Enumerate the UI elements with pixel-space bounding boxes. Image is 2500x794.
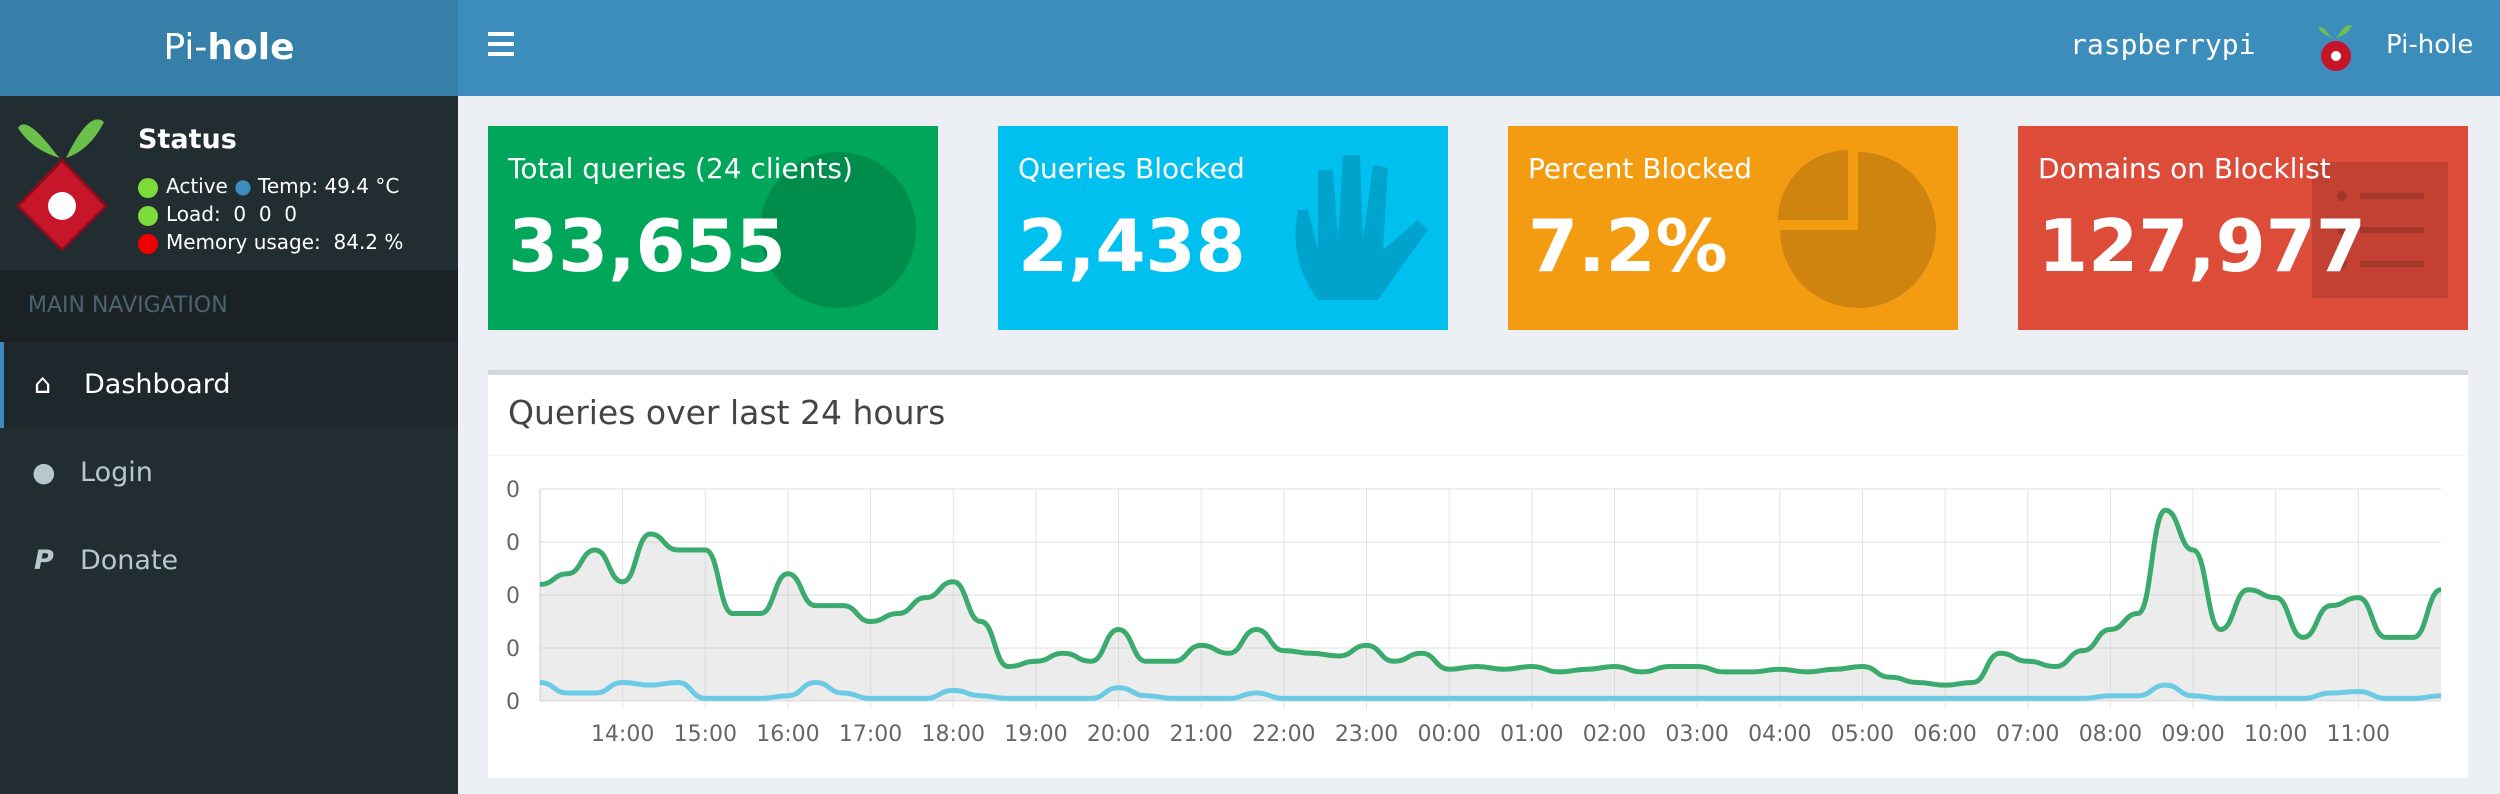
- stat-box: Percent Blocked 7.2%: [1508, 126, 1958, 330]
- status-line: Active ● Temp: 49.4 °C: [138, 174, 399, 198]
- load-line: Load: 0 0 0: [138, 202, 297, 226]
- stat-title: Percent Blocked: [1528, 152, 1752, 185]
- user-name[interactable]: Pi-hole: [2386, 30, 2474, 60]
- x-tick-label: 19:00: [1004, 722, 1067, 747]
- x-tick-label: 14:00: [591, 722, 654, 747]
- brand-bold: hole: [207, 27, 295, 68]
- memory: Memory usage: 84.2 %: [166, 230, 404, 254]
- x-tick-label: 17:00: [839, 722, 902, 747]
- x-tick-label: 23:00: [1335, 722, 1398, 747]
- nav-header: MAIN NAVIGATION: [0, 270, 458, 342]
- x-tick-label: 10:00: [2244, 722, 2307, 747]
- x-tick-label: 22:00: [1252, 722, 1315, 747]
- stat-value: 7.2%: [1528, 204, 1728, 288]
- x-tick-label: 16:00: [756, 722, 819, 747]
- y-tick-label: 0: [506, 584, 520, 609]
- stat-box: Queries Blocked 2,438: [998, 126, 1448, 330]
- x-tick-label: 20:00: [1087, 722, 1150, 747]
- line: [539, 507, 2442, 688]
- stat-value: 33,655: [508, 204, 786, 288]
- stat-box: Total queries (24 clients) 33,655: [488, 126, 938, 330]
- x-tick-label: 21:00: [1170, 722, 1233, 747]
- pie-icon: [1778, 150, 1936, 308]
- stat-title: Domains on Blocklist: [2038, 152, 2331, 185]
- x-tick-label: 15:00: [674, 722, 737, 747]
- hand-icon: [1295, 155, 1428, 300]
- pihole-logo: [16, 119, 109, 250]
- x-tick-label: 00:00: [1417, 722, 1480, 747]
- brand[interactable]: Pi-hole: [0, 0, 458, 96]
- nav-item[interactable]: P Donate: [34, 545, 179, 576]
- user-logo: [2318, 25, 2352, 71]
- stat-title: Total queries (24 clients): [508, 152, 853, 185]
- x-tick-label: 02:00: [1583, 722, 1646, 747]
- top-bar: raspberrypi Pi-hole: [458, 0, 2500, 96]
- x-tick-label: 09:00: [2161, 722, 2224, 747]
- divider: [488, 455, 2468, 456]
- x-tick-label: 01:00: [1500, 722, 1563, 747]
- stat-title: Queries Blocked: [1018, 152, 1245, 185]
- list-icon: [2312, 162, 2448, 298]
- chart-box: Queries over last 24 hours: [488, 370, 2468, 778]
- hostname: raspberrypi: [2070, 28, 2256, 61]
- x-tick-label: 18:00: [922, 722, 985, 747]
- y-tick-label: 0: [506, 478, 520, 503]
- y-tick-label: 0: [506, 637, 520, 662]
- globe-icon: [760, 152, 916, 308]
- x-tick-label: 08:00: [2079, 722, 2142, 747]
- x-tick-label: 11:00: [2327, 722, 2390, 747]
- stat-box: Domains on Blocklist 127,977: [2018, 126, 2468, 330]
- menu-toggle[interactable]: [488, 32, 516, 58]
- memory-line: Memory usage: 84.2 %: [138, 230, 403, 254]
- stat-value: 127,977: [2038, 204, 2366, 288]
- nav-item[interactable]: ● Login: [32, 457, 153, 488]
- nav-item[interactable]: ⌂ Dashboard: [0, 342, 458, 428]
- y-tick-label: 0: [506, 531, 520, 556]
- nav-label: Donate: [80, 545, 179, 576]
- temp: Temp: 49.4 °C: [258, 174, 400, 198]
- x-tick-label: 05:00: [1831, 722, 1894, 747]
- area: [540, 510, 2441, 701]
- x-tick-label: 03:00: [1665, 722, 1728, 747]
- x-tick-label: 06:00: [1913, 722, 1976, 747]
- nav-label: Dashboard: [84, 369, 231, 400]
- x-tick-label: 07:00: [1996, 722, 2059, 747]
- line: [539, 679, 2442, 701]
- nav-label: Login: [80, 457, 153, 488]
- status-title: Status: [138, 124, 237, 155]
- status-active: Active: [166, 174, 228, 198]
- sidebar: Status Active ● Temp: 49.4 °C Load: 0 0 …: [0, 96, 458, 794]
- y-tick-label: 0: [506, 690, 520, 715]
- x-tick-label: 04:00: [1748, 722, 1811, 747]
- stat-value: 2,438: [1018, 204, 1246, 288]
- load: Load: 0 0 0: [166, 202, 298, 226]
- brand-light: Pi-: [163, 27, 208, 68]
- chart-title: Queries over last 24 hours: [508, 393, 946, 432]
